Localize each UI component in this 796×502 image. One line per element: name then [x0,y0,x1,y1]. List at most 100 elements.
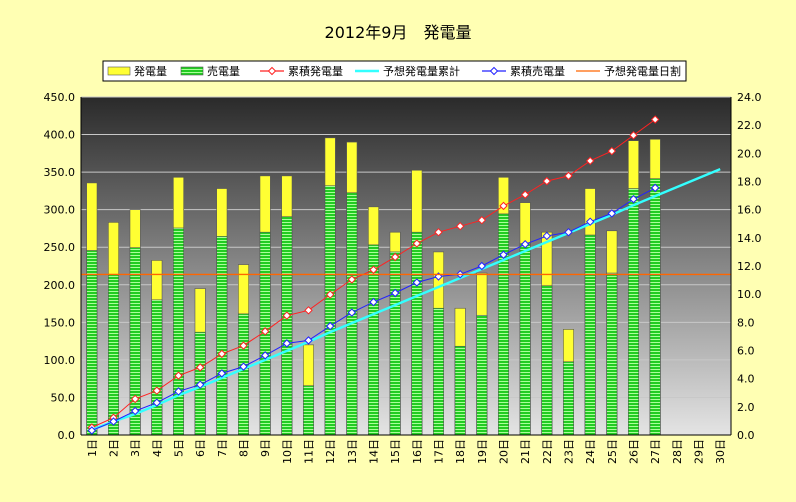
x-tick-label: 17日 [433,439,446,464]
bar [432,307,444,436]
y-right-tick-label: 12.0 [737,260,762,273]
legend-box [102,60,687,82]
plot-area [81,97,731,435]
x-tick-label: 30日 [714,439,727,464]
series-marker [195,363,205,372]
series-marker [629,131,638,140]
chart-title: 2012年9月 発電量 [325,23,472,42]
series-marker [650,115,660,124]
series-marker [564,171,573,181]
bar [86,250,98,436]
x-tick-label: 11日 [303,439,316,464]
y-left-tick-label: 450.0 [44,91,76,104]
x-tick-label: 19日 [476,439,489,464]
series-marker [412,278,422,287]
series-marker [520,240,530,249]
bar [606,272,618,436]
series-marker [347,308,357,317]
series-marker [87,426,97,435]
series-marker [325,290,335,299]
x-tick-label: 2日 [108,439,121,457]
x-tick-label: 12日 [324,439,337,464]
x-tick-label: 6日 [194,439,207,457]
x-tick-label: 13日 [346,439,359,464]
x-tick-label: 18日 [454,439,467,464]
series-marker [412,239,422,248]
x-tick-label: 7日 [216,439,229,457]
series-marker [130,406,140,416]
legend-label: 発電量 [134,64,167,78]
y-right-tick-label: 2.0 [737,401,755,414]
series-marker [499,250,508,259]
y-left-tick-label: 100.0 [44,354,76,367]
series-marker [607,146,617,156]
bar [238,313,250,436]
series-marker [347,275,357,284]
series-marker [260,327,270,336]
bar [302,385,314,436]
x-tick-label: 27日 [649,439,662,464]
bar [497,213,509,436]
bar [519,243,531,436]
bar [627,188,639,436]
legend-label: 予想発電量累計 [383,64,460,78]
series-marker [282,339,292,348]
series-marker [174,371,183,380]
x-tick-label: 3日 [129,439,142,457]
x-tick-label: 16日 [411,439,424,464]
x-tick-label: 20日 [498,439,511,464]
bar [454,345,466,436]
y-left-tick-label: 350.0 [44,166,76,179]
series-marker [542,176,552,186]
series-marker [390,288,400,298]
x-tick-label: 9日 [259,439,272,457]
series-marker [542,231,552,241]
x-tick-label: 21日 [519,439,532,464]
bars [86,137,661,436]
series-marker [304,336,313,345]
series-marker [174,387,183,396]
series-marker [152,398,162,407]
y-left-tick-label: 50.0 [51,391,76,404]
series-marker [585,217,595,226]
series-marker [477,215,487,225]
x-tick-label: 23日 [563,439,576,464]
x-tick-label: 1日 [86,439,99,457]
legend-marker [489,66,499,76]
bar [281,216,293,436]
y-left-tick-label: 250.0 [44,241,76,254]
series-marker [607,209,617,218]
series-marker [217,369,227,378]
series-marker [390,252,400,262]
series-marker [260,351,270,360]
bar [216,236,228,436]
series-marker [499,201,508,211]
legend-label: 累積売電量 [510,64,565,78]
y-right-tick-label: 16.0 [737,204,762,217]
legend-marker [267,66,277,76]
x-tick-label: 5日 [173,439,186,457]
y-right-tick-label: 10.0 [737,288,762,301]
lines [81,115,731,435]
bar [151,299,163,436]
series-marker [152,386,162,395]
bar [389,251,401,436]
series-marker [195,380,205,389]
x-tick-label: 28日 [671,439,684,464]
series-marker [585,156,595,166]
y-right-tick-label: 20.0 [737,147,762,160]
y-right-tick-label: 14.0 [737,232,762,245]
x-tick-label: 22日 [541,439,554,464]
x-tick-label: 4日 [151,439,164,457]
legend-swatch [107,66,131,76]
bar [476,314,488,436]
series-marker [304,306,313,315]
x-tick-label: 15日 [389,439,402,464]
y-right-tick-label: 8.0 [737,316,755,329]
series-marker [239,341,248,350]
legend-label: 累積発電量 [288,64,343,78]
series-marker [564,227,573,237]
gridlines [81,96,731,436]
